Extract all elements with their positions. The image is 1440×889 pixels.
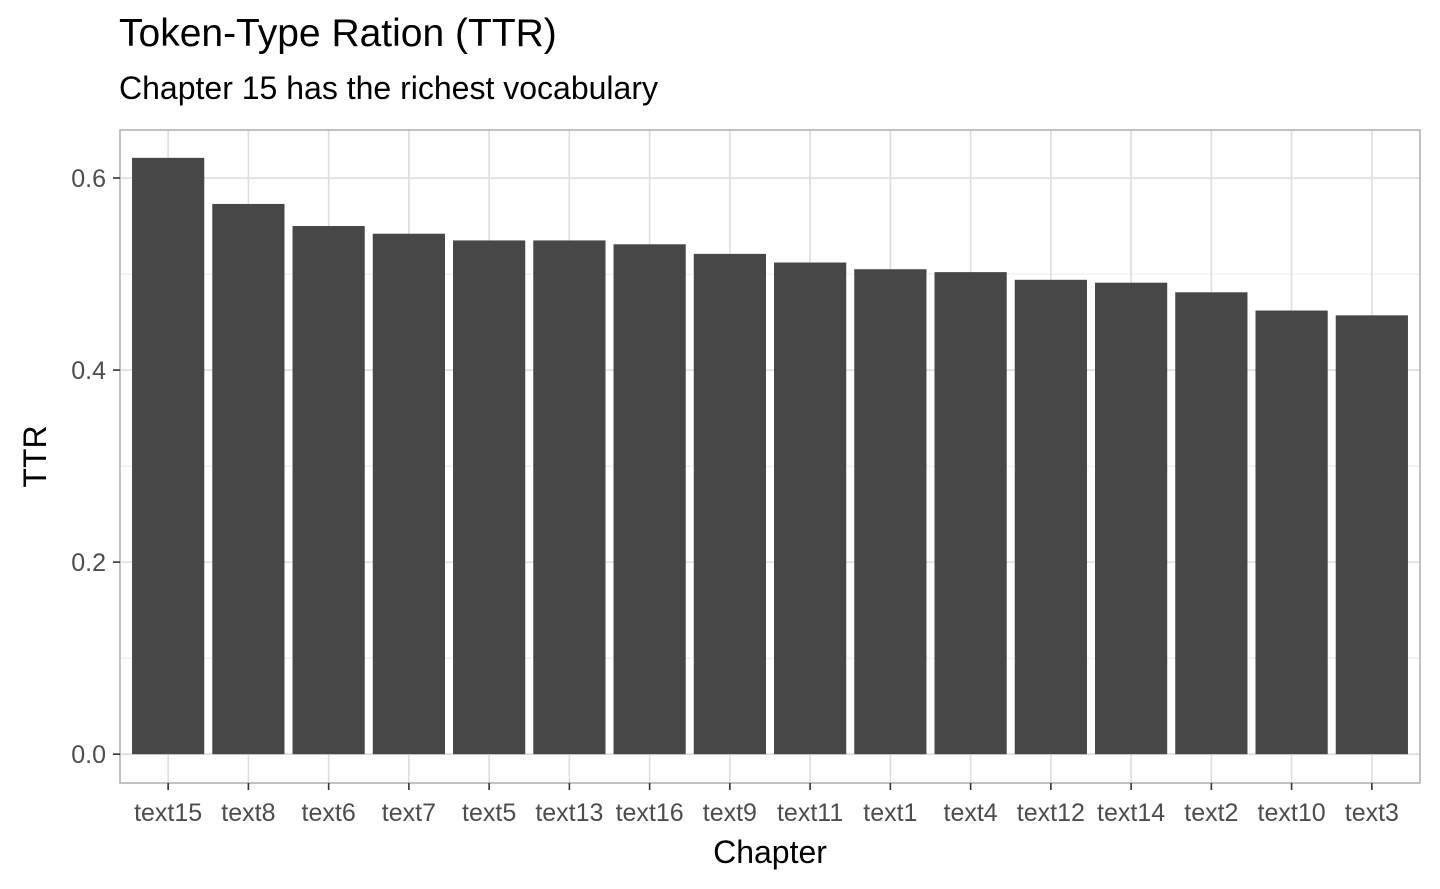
x-tick-label: text8 xyxy=(221,799,275,827)
bar-text13 xyxy=(533,240,606,755)
bar-text1 xyxy=(854,269,927,755)
y-tick-label: 0.6 xyxy=(71,165,106,193)
y-tick-label: 0.2 xyxy=(71,549,106,577)
bar-text9 xyxy=(693,253,766,755)
bar-text14 xyxy=(1095,282,1168,755)
bar-text10 xyxy=(1255,310,1328,755)
x-tick-label: text12 xyxy=(1017,799,1085,827)
bar-text4 xyxy=(934,272,1007,755)
bar-text2 xyxy=(1175,292,1248,755)
bars xyxy=(132,157,1408,755)
x-tick-label: text15 xyxy=(134,799,202,827)
panel-border xyxy=(119,129,1421,784)
chart-title: Token-Type Ration (TTR) xyxy=(119,12,557,55)
bar-text16 xyxy=(613,244,686,755)
chart-subtitle: Chapter 15 has the richest vocabulary xyxy=(119,70,658,106)
bar-text6 xyxy=(292,226,365,755)
x-tick-label: text16 xyxy=(616,799,684,827)
bar-text8 xyxy=(212,203,285,755)
y-tick-label: 0.4 xyxy=(71,357,106,385)
x-tick-label: text1 xyxy=(863,799,917,827)
x-tick-label: text9 xyxy=(703,799,757,827)
bar-text12 xyxy=(1014,279,1087,755)
x-tick-label: text14 xyxy=(1097,799,1165,827)
x-tick-label: text6 xyxy=(302,799,356,827)
x-tick-label: text11 xyxy=(777,799,843,827)
x-tick-label: text7 xyxy=(382,799,436,827)
bar-text3 xyxy=(1335,315,1408,755)
x-tick-label: text2 xyxy=(1184,799,1238,827)
x-tick-label: text4 xyxy=(944,799,998,827)
x-tick-label: text5 xyxy=(462,799,516,827)
x-tick-label: text10 xyxy=(1258,799,1326,827)
y-tick-label: 0.0 xyxy=(71,741,106,769)
y-axis: 0.0 0.2 0.4 0.6 xyxy=(71,165,120,769)
x-axis: text15 text8 text6 text7 text5 text13 text16 te… xyxy=(134,783,1399,827)
y-axis-title: TTR xyxy=(17,425,53,487)
bar-text15 xyxy=(132,157,205,755)
bar-text7 xyxy=(372,233,445,755)
x-tick-label: text13 xyxy=(535,799,603,827)
x-axis-title: Chapter xyxy=(713,834,827,870)
x-tick-label: text3 xyxy=(1345,799,1399,827)
bar-text5 xyxy=(453,240,526,755)
bar-text11 xyxy=(774,262,847,755)
